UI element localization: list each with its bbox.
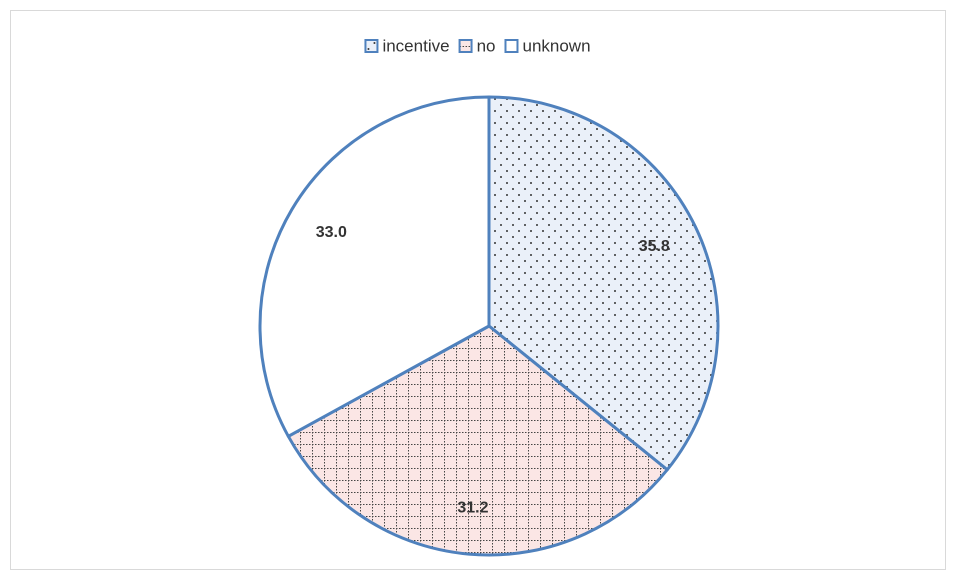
legend-item: incentive xyxy=(364,36,450,55)
data-label: 31.2 xyxy=(457,500,488,517)
legend-text: unknown xyxy=(522,36,590,55)
data-label: 35.8 xyxy=(639,238,670,255)
legend-item: no xyxy=(458,36,496,55)
legend-text: incentive xyxy=(382,36,449,55)
legend-item: unknown xyxy=(504,36,591,55)
legend: incentive no unknown xyxy=(364,36,591,55)
legend-swatch xyxy=(458,39,473,53)
pie-slice xyxy=(487,95,720,472)
data-label: 33.0 xyxy=(316,224,347,241)
pie-slice xyxy=(258,95,491,438)
pie xyxy=(258,95,720,557)
legend-text: no xyxy=(477,36,496,55)
data-labels: 35.8 31.2 33.0 xyxy=(316,224,670,517)
pie-slice xyxy=(286,324,669,557)
legend-swatch xyxy=(364,39,379,53)
legend-swatch xyxy=(504,39,519,53)
